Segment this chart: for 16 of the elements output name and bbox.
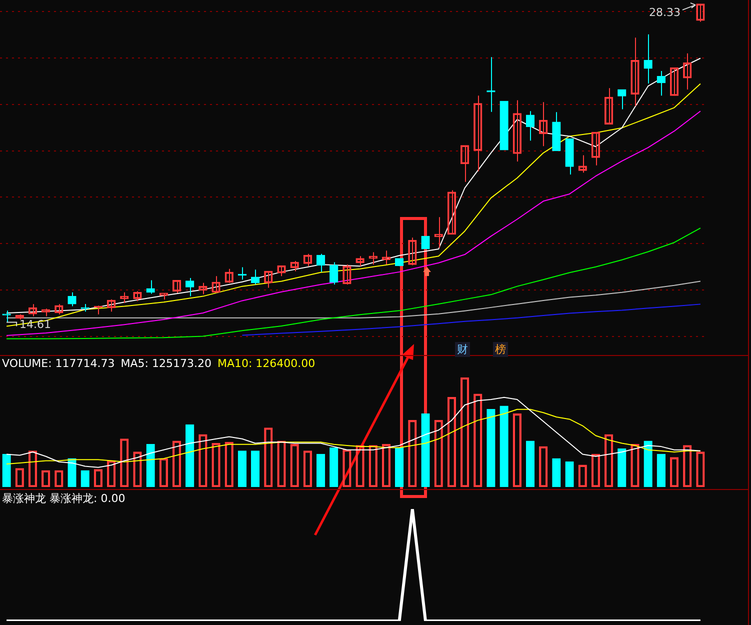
text: 暴涨神龙 暴涨神龙: 0.00	[2, 492, 126, 505]
annotation: 财	[455, 342, 470, 357]
candlestick	[618, 89, 626, 110]
candlestick	[186, 277, 194, 297]
candlestick	[382, 250, 391, 266]
annotation: 榜	[493, 342, 508, 357]
text: VOLUME: 117714.73	[2, 357, 115, 370]
candlestick	[656, 70, 666, 96]
annotation: 14.61	[20, 318, 52, 332]
candlestick	[146, 280, 155, 294]
candlestick	[250, 269, 260, 285]
candlestick	[330, 262, 338, 285]
text: MA10: 126400.00	[217, 357, 316, 370]
text: MA5: 125173.20	[120, 357, 212, 370]
annotation: 28.33	[648, 6, 680, 19]
candlestick	[644, 34, 652, 84]
